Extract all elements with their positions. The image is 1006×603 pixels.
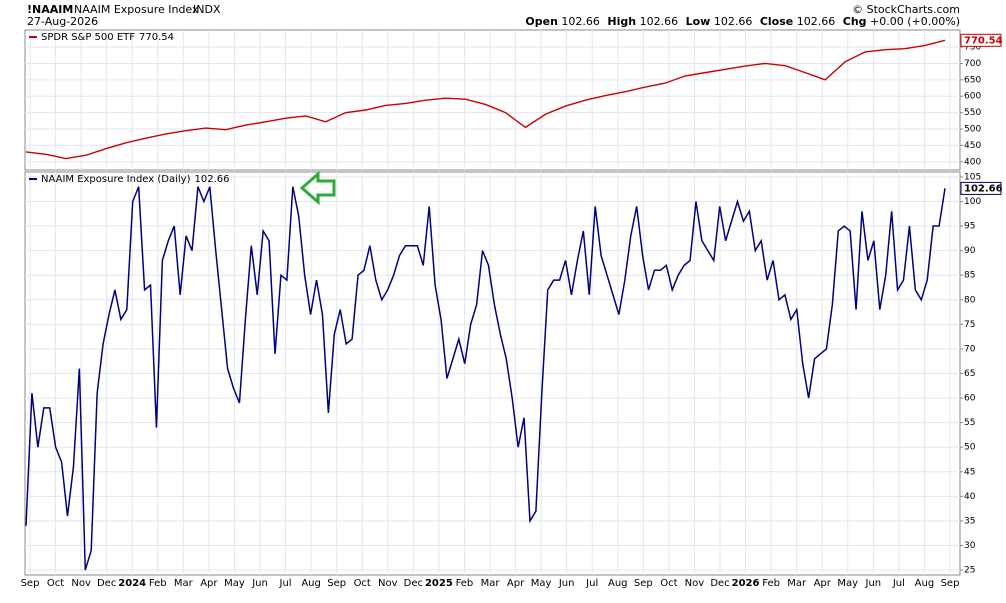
x-tick-label: Aug <box>915 578 935 589</box>
x-tick-label: Apr <box>200 578 218 589</box>
y-tick-label: 35 <box>964 516 975 526</box>
symbol: !NAAIM <box>27 3 73 16</box>
x-tick-label: Oct <box>47 578 64 589</box>
x-tick-label: Jul <box>279 578 292 589</box>
x-tick-label: Mar <box>481 578 501 589</box>
y-tick-label: 650 <box>964 75 981 85</box>
plot-area <box>24 29 961 171</box>
high-label: High <box>607 15 636 28</box>
x-tick-label: Dec <box>710 578 729 589</box>
x-tick-label: Jul <box>892 578 905 589</box>
x-tick-label: Sep <box>634 578 653 589</box>
y-tick-label: 75 <box>964 320 975 330</box>
y-tick-label: 55 <box>964 418 975 428</box>
y-tick-label: 80 <box>964 295 976 305</box>
x-tick-label: Nov <box>685 578 705 589</box>
x-tick-label: Nov <box>71 578 91 589</box>
x-tick-label: Aug <box>301 578 321 589</box>
legend-entry: SPDR S&P 500 ETF 770.54 <box>41 32 174 43</box>
x-tick-label: May <box>531 578 552 589</box>
close-label: Close <box>760 15 793 28</box>
x-tick-label: 2024 <box>118 578 146 589</box>
plots: 400 450 500 550 600 650 700 750 SPDR S&P 500 ETF… <box>21 29 1003 589</box>
last-value-label: 102.66 <box>964 183 1003 194</box>
legend-name: NAAIM Exposure Index (Daily) <box>41 174 191 185</box>
chg: +0.00 (+0.00%) <box>870 15 960 28</box>
y-tick-label: 45 <box>964 467 975 477</box>
line-series <box>25 39 946 160</box>
chg-label: Chg <box>843 15 867 28</box>
y-tick-label: 90 <box>964 246 976 256</box>
x-tick-label: Dec <box>404 578 423 589</box>
x-tick-label: May <box>224 578 245 589</box>
x-tick-label: Oct <box>354 578 371 589</box>
y-tick-label: 65 <box>964 369 975 379</box>
x-tick-label: Dec <box>97 578 116 589</box>
annotation-arrow <box>299 170 336 206</box>
x-tick-label: Jun <box>251 578 268 589</box>
date: 27-Aug-2026 <box>27 15 98 28</box>
legend-name: SPDR S&P 500 ETF <box>41 32 135 43</box>
y-tick-label: 70 <box>964 344 976 354</box>
high: 102.66 <box>640 15 679 28</box>
x-tick-label: Sep <box>941 578 960 589</box>
x-tick-label: Mar <box>174 578 194 589</box>
y-tick-label: 700 <box>964 59 981 69</box>
y-tick-label: 40 <box>964 492 976 502</box>
legend-value: 102.66 <box>194 174 229 185</box>
x-tick-label: Feb <box>149 578 167 589</box>
low-label: Low <box>686 15 711 28</box>
last-value-box <box>960 181 1002 195</box>
x-tick-label: Oct <box>660 578 677 589</box>
y-tick-label: 60 <box>964 394 976 404</box>
y-tick-label: 85 <box>964 271 975 281</box>
credit: © StockCharts.com <box>852 3 960 16</box>
index-name: NAAIM Exposure Index <box>74 3 199 16</box>
y-tick-label: 25 <box>964 566 975 576</box>
x-tick-label: Apr <box>507 578 525 589</box>
x-tick-label: Jun <box>558 578 575 589</box>
exchange: INDX <box>193 3 221 16</box>
last-value-box <box>960 33 1002 47</box>
y-tick-label: 400 <box>964 157 981 167</box>
y-tick-label: 450 <box>964 141 981 151</box>
x-tick-label: Feb <box>456 578 474 589</box>
line-series <box>25 186 946 571</box>
last-value-label: 770.54 <box>964 35 1003 46</box>
x-tick-label: Apr <box>814 578 832 589</box>
x-tick-label: 2026 <box>732 578 760 589</box>
y-tick-label: 95 <box>964 222 975 232</box>
x-tick-label: Jun <box>865 578 882 589</box>
legend-value: 770.54 <box>139 32 174 43</box>
x-tick-label: Aug <box>608 578 628 589</box>
x-tick-label: Nov <box>378 578 398 589</box>
y-tick-label: 100 <box>964 197 981 207</box>
legend-entry: NAAIM Exposure Index (Daily) 102.66 <box>41 174 229 185</box>
y-tick-label: 105 <box>964 172 981 182</box>
x-tick-label: Sep <box>327 578 346 589</box>
low: 102.66 <box>714 15 753 28</box>
close: 102.66 <box>797 15 836 28</box>
y-tick-label: 50 <box>964 443 976 453</box>
x-tick-label: 2025 <box>425 578 453 589</box>
y-tick-label: 600 <box>964 92 981 102</box>
quote: Open 102.66 High 102.66 Low 102.66 Close… <box>525 15 960 28</box>
y-tick-label: 500 <box>964 125 981 135</box>
open: 102.66 <box>561 15 600 28</box>
open-label: Open <box>525 15 558 28</box>
x-tick-label: Sep <box>21 578 40 589</box>
y-tick-label: 550 <box>964 108 981 118</box>
x-tick-label: Jul <box>585 578 598 589</box>
y-tick-label: 750 <box>964 43 981 53</box>
y-tick-label: 30 <box>964 541 976 551</box>
x-tick-label: Feb <box>762 578 780 589</box>
x-tick-label: May <box>837 578 858 589</box>
x-tick-label: Mar <box>787 578 807 589</box>
